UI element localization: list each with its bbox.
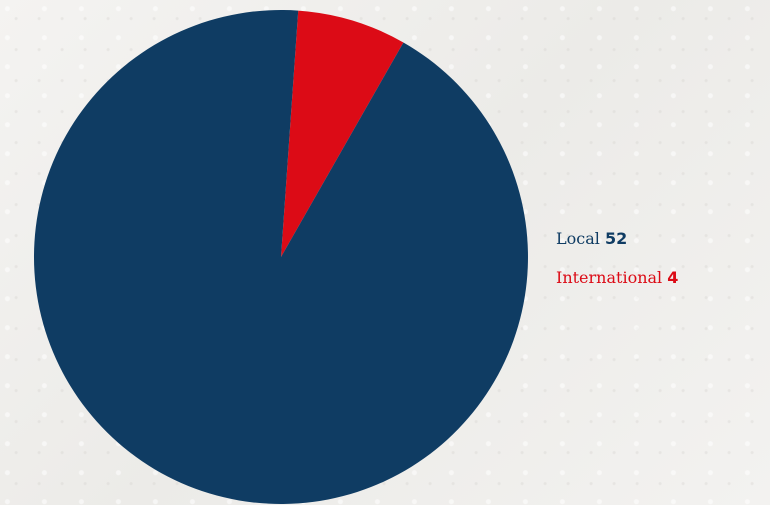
legend-label-local: Local xyxy=(556,229,600,248)
pie-slice-local xyxy=(33,9,528,504)
legend-entry-international: International 4 xyxy=(556,268,678,288)
legend-entry-local: Local 52 xyxy=(556,229,678,249)
pie-slice-international xyxy=(281,10,404,257)
legend-value-international: 4 xyxy=(667,268,679,287)
legend-label-international: International xyxy=(556,268,663,287)
legend-value-local: 52 xyxy=(604,229,628,248)
chart-legend: Local 52 International 4 xyxy=(556,229,678,307)
